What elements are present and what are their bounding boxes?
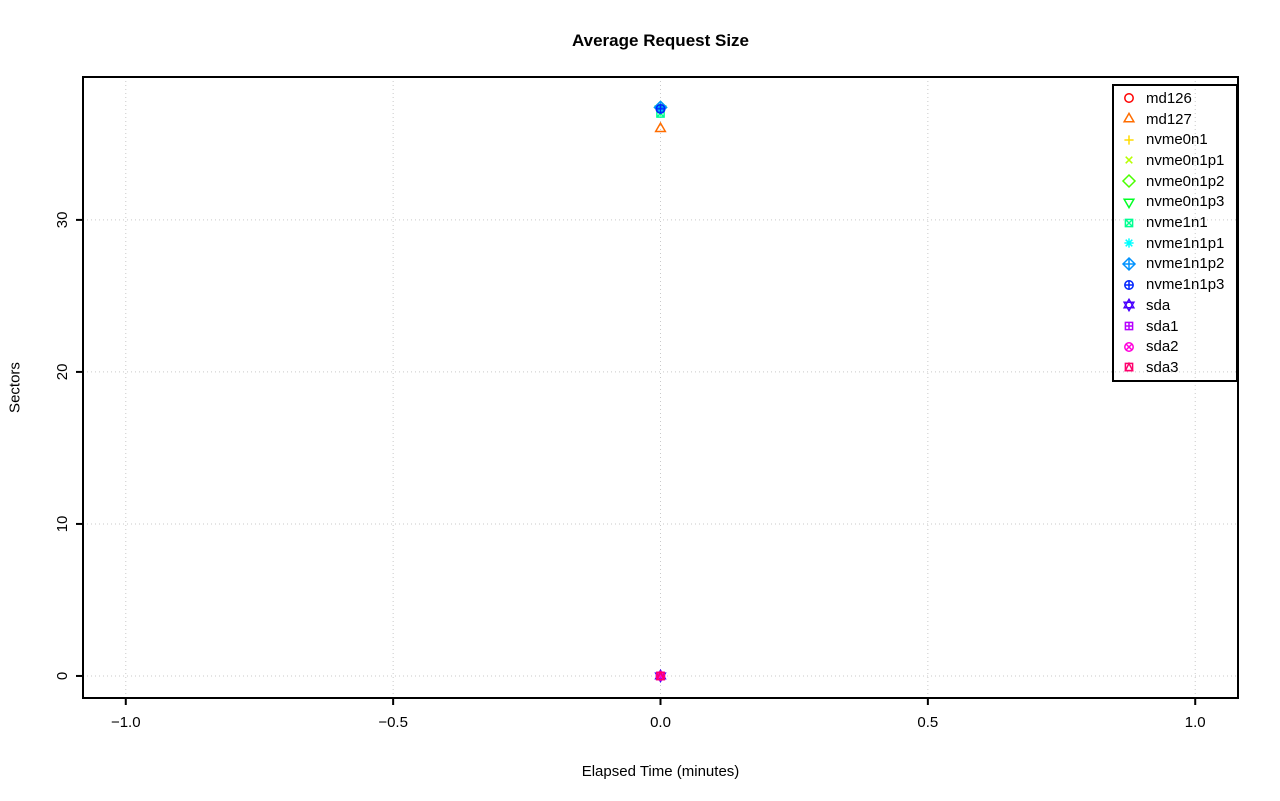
legend-item-sda3: sda3 [1121,359,1236,375]
legend-label: sda1 [1146,317,1179,335]
legend-label: nvme0n1p3 [1146,193,1225,211]
legend-label: nvme1n1p3 [1146,276,1225,294]
x-axis-title: Elapsed Time (minutes) [581,763,740,780]
legend-label: sda2 [1146,338,1179,356]
square-x-icon [1124,218,1134,227]
legend-item-sda1: sda1 [1121,318,1236,334]
legend-item-nvme1n1p2: nvme1n1p2 [1121,256,1236,272]
plot-box [82,76,1239,699]
legend-label: sda3 [1146,358,1179,376]
x-tick-label: 1.0 [1185,714,1206,731]
square-triangle-icon [1124,362,1134,372]
circle-plus-icon [1124,279,1134,290]
legend-item-nvme0n1p3: nvme0n1p3 [1121,194,1236,210]
y-tick-label: 10 [54,516,71,533]
triangle-up-icon [1122,111,1136,123]
y-axis-title: Sectors [6,362,24,413]
circle-icon [1124,93,1134,104]
x-tick-label: 0.0 [650,714,671,731]
chart-title: Average Request Size [572,31,749,50]
legend-item-nvme0n1p1: nvme0n1p1 [1121,152,1236,168]
legend-label: nvme0n1p2 [1146,172,1225,190]
legend-label: md127 [1146,110,1192,128]
data-point-sda3 [655,670,666,681]
x-icon [1125,156,1133,165]
legend-item-sda: sda [1121,297,1236,313]
legend-label: nvme1n1p1 [1146,234,1225,252]
legend-label: md126 [1146,89,1192,107]
diamond-plus-icon [1121,256,1137,272]
legend-label: nvme0n1p1 [1146,151,1225,169]
circle-x-icon [1124,341,1134,352]
legend-item-nvme1n1p1: nvme1n1p1 [1121,235,1236,251]
legend-label: nvme0n1 [1146,131,1208,149]
x-tick-label: −0.5 [378,714,408,731]
legend-label: sda [1146,296,1171,314]
legend-item-nvme1n1: nvme1n1 [1121,215,1236,231]
triangle-down-icon [1122,198,1136,209]
y-tick-label: 20 [54,364,71,381]
asterisk-icon [1124,238,1134,248]
legend-item-nvme0n1p2: nvme0n1p2 [1121,173,1236,189]
square-plus-icon [1124,321,1134,331]
data-point-md127 [654,121,667,133]
plus-icon [1124,135,1134,145]
legend: md126 md127 nvme0n1 nvme0n1p1 nvme0n1p2 nvme0… [1112,84,1238,382]
diamond-icon [1121,174,1137,189]
legend-label: nvme1n1 [1146,214,1208,232]
legend-item-md126: md126 [1121,90,1236,106]
legend-item-sda2: sda2 [1121,339,1236,355]
x-tick-label: 0.5 [917,714,938,731]
star-of-david-icon [1122,298,1136,313]
legend-item-md127: md127 [1121,111,1236,127]
y-tick-label: 30 [54,212,71,229]
legend-label: nvme1n1p2 [1146,255,1225,273]
legend-item-nvme0n1: nvme0n1 [1121,132,1236,148]
data-point-nvme1n1p3 [655,103,666,114]
legend-item-nvme1n1p3: nvme1n1p3 [1121,277,1236,293]
y-tick-label: 0 [54,672,71,680]
x-tick-label: −1.0 [111,714,141,731]
